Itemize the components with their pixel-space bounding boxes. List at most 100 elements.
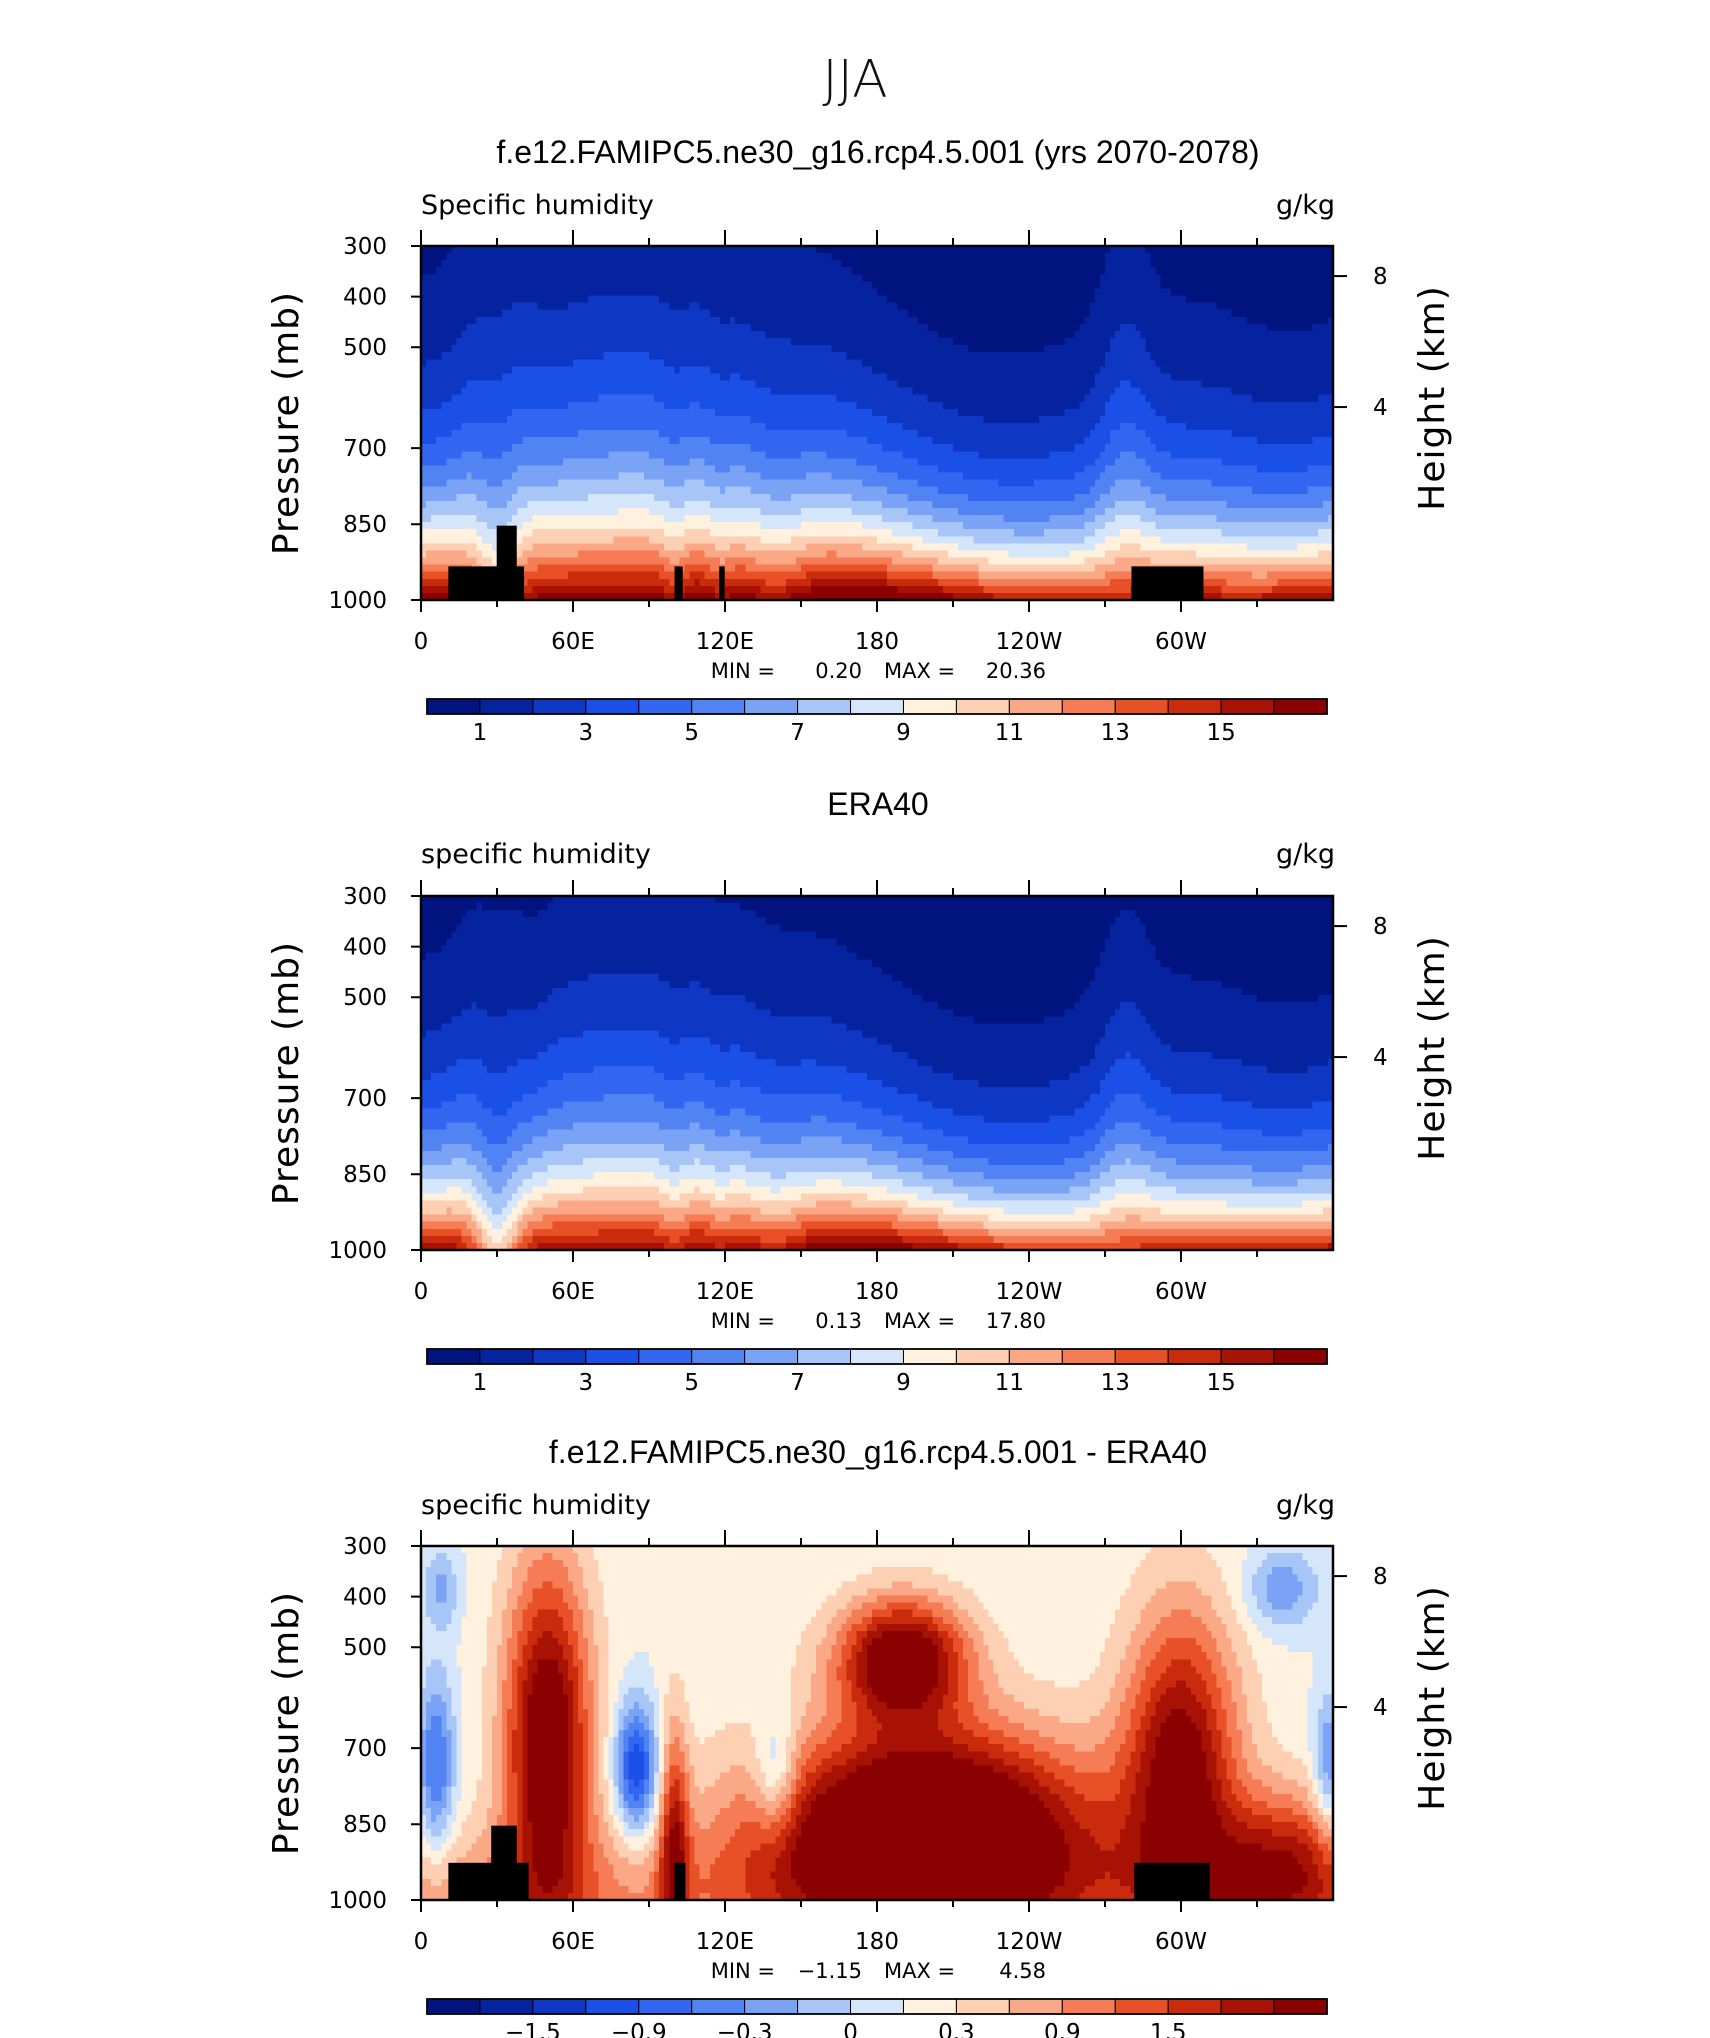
contour-cell [725, 1193, 751, 1202]
contour-cell [456, 1652, 488, 1660]
contour-cell [1150, 1871, 1309, 1880]
contour-cell [1211, 1701, 1223, 1710]
contour-cell [932, 500, 1096, 509]
contour-cell [1105, 1129, 1152, 1138]
contour-cell [522, 1751, 528, 1759]
contour-cell [1054, 1885, 1086, 1894]
contour-cell [618, 1694, 625, 1703]
contour-cell [502, 1715, 508, 1724]
contour-cell [958, 1708, 974, 1717]
x-tick-label: 120W [996, 629, 1063, 655]
contour-cell [426, 550, 468, 559]
contour-cell [704, 1737, 756, 1745]
contour-cell [790, 1779, 797, 1788]
contour-cell [466, 1574, 498, 1582]
contour-cell [1307, 1730, 1319, 1738]
contour-cell [608, 1687, 620, 1696]
contour-cell [1150, 557, 1334, 566]
contour-cell [481, 1765, 493, 1774]
contour-cell [1226, 1630, 1248, 1639]
contour-cell [573, 1744, 584, 1752]
contour-cell [461, 1680, 483, 1689]
contour-cell [871, 1687, 934, 1696]
contour-cell [1099, 472, 1162, 481]
contour-cell [1272, 1786, 1309, 1795]
colorbar-label: −1.5 [505, 2020, 561, 2038]
contour-cell [871, 959, 1101, 968]
contour-cell [593, 1793, 604, 1802]
contour-cell [1317, 1843, 1329, 1852]
contour-cell [471, 1207, 483, 1216]
contour-cell [684, 1857, 691, 1866]
contour-cell [532, 1560, 564, 1568]
contour-cell [1257, 1666, 1314, 1675]
contour-cell [512, 1857, 523, 1866]
contour-cell [608, 1666, 625, 1675]
contour-cell [522, 1094, 604, 1102]
contour-cell [795, 1744, 802, 1752]
y-tick-label: 700 [343, 1086, 387, 1112]
colorbar-label: 0.9 [1044, 2020, 1081, 2038]
contour-cell [451, 394, 599, 403]
contour-cell [491, 1108, 508, 1117]
contour-cell [471, 1143, 523, 1152]
contour-cell [1160, 1673, 1202, 1682]
contour-cell [421, 1595, 427, 1604]
contour-cell [811, 1786, 827, 1795]
contour-cell [421, 401, 442, 410]
contour-cell [694, 1836, 731, 1844]
contour-cell [1175, 1680, 1187, 1689]
contour-cell [527, 1715, 569, 1724]
contour-cell [537, 302, 569, 311]
contour-cell [856, 1723, 883, 1731]
contour-cell [502, 1630, 513, 1639]
contour-cell [567, 1786, 574, 1795]
contour-cell [937, 1723, 964, 1731]
contour-cell [826, 1786, 1030, 1795]
contour-cell [421, 1673, 427, 1682]
contour-cell [1322, 1857, 1334, 1866]
contour-cell [659, 1864, 665, 1873]
contour-cell [588, 1765, 594, 1774]
contour-cell [765, 578, 787, 587]
contour-cell [1246, 1553, 1268, 1561]
contour-cell [856, 1122, 924, 1131]
contour-cell [654, 1680, 670, 1689]
contour-cell [502, 1807, 508, 1816]
contour-cell [598, 1574, 858, 1582]
contour-cell [583, 1786, 589, 1795]
contour-cell [1160, 1080, 1334, 1088]
contour-cell [801, 522, 863, 530]
contour-cell [649, 1800, 655, 1809]
contour-cell [497, 1666, 508, 1675]
contour-cell [679, 1765, 686, 1774]
contour-cell [760, 472, 807, 481]
contour-cell [902, 980, 1091, 989]
contour-cell [522, 1623, 534, 1632]
contour-cell [451, 1744, 458, 1752]
contour-cell [963, 1638, 974, 1646]
contour-cell [1262, 1673, 1314, 1682]
contour-cell [497, 1673, 508, 1682]
contour-cell [583, 1567, 599, 1575]
contour-cell [947, 1165, 1091, 1173]
contour-cell [502, 1723, 508, 1731]
contour-cell [750, 415, 888, 424]
contour-cell [461, 1009, 488, 1017]
contour-cell [446, 1122, 478, 1131]
contour-cell [502, 309, 711, 318]
contour-cell [745, 1765, 762, 1774]
contour-cell [1039, 1779, 1066, 1788]
contour-cell [1105, 550, 1197, 559]
contour-cell [436, 1581, 447, 1590]
contour-cell [613, 1807, 625, 1816]
contour-cell [993, 1235, 1121, 1244]
contour-cell [679, 1737, 686, 1745]
contour-cell [1251, 1737, 1278, 1745]
contour-cell [866, 1659, 939, 1667]
contour-cell [583, 1822, 589, 1830]
contour-cell [421, 1150, 483, 1159]
contour-cell [532, 1850, 564, 1859]
contour-cell [988, 1751, 1020, 1759]
contour-cell [1135, 1744, 1147, 1752]
